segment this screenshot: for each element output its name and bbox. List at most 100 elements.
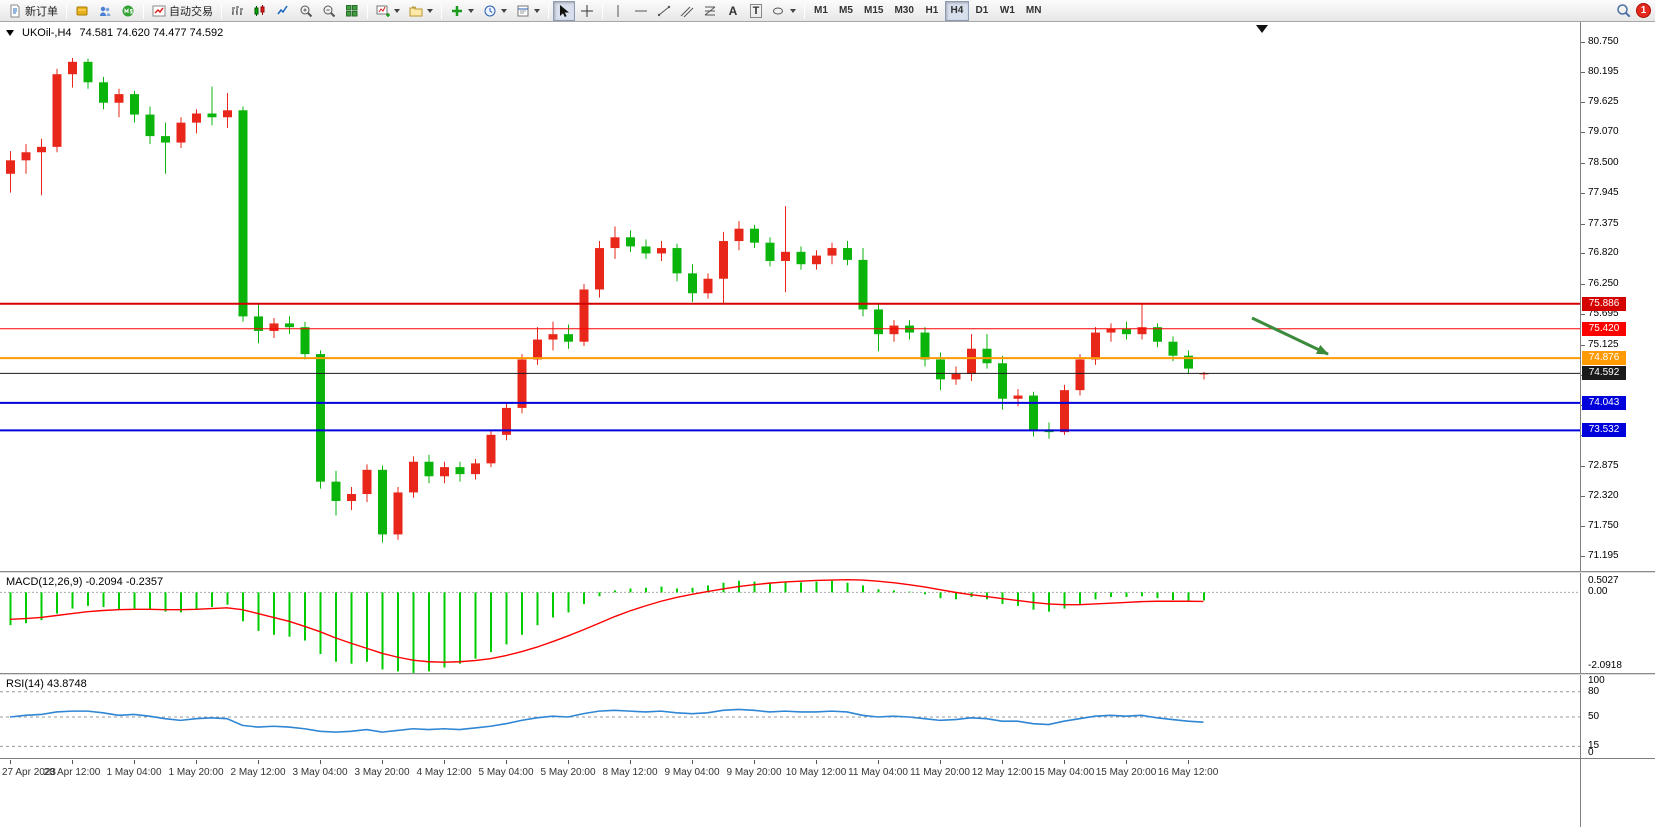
- candle-up: [21, 152, 31, 161]
- timeframe-h1-button[interactable]: H1: [925, 5, 939, 16]
- candle-down: [982, 348, 992, 364]
- price-level-badge: 74.592: [1582, 366, 1626, 381]
- trendline-tool-button[interactable]: [653, 1, 675, 21]
- search-button[interactable]: [1612, 1, 1635, 21]
- tile-windows-button[interactable]: [341, 1, 363, 21]
- rsi-scale-label: 50: [1588, 711, 1600, 722]
- candle-up: [579, 289, 589, 342]
- time-tick-mark: [630, 760, 631, 764]
- chart-plot[interactable]: UKOil-,H4 74.581 74.620 74.477 74.592 MA…: [0, 22, 1580, 827]
- candle-up: [393, 492, 403, 535]
- search-icon: [1617, 4, 1631, 18]
- fibonacci-tool-button[interactable]: [699, 1, 721, 21]
- cursor-tool-button[interactable]: [553, 0, 575, 21]
- time-label: 5 May 04:00: [478, 767, 534, 778]
- candlestick-chart-button[interactable]: [249, 1, 271, 21]
- time-tick-mark: [568, 760, 569, 764]
- time-axis[interactable]: 27 Apr 2023 28 Apr 12:00 1 May 04:00 1 May …: [0, 760, 1580, 784]
- auto-trading-button[interactable]: 自动交易: [148, 1, 217, 21]
- candle-down: [936, 359, 945, 380]
- rsi-scale-label: 100: [1588, 675, 1605, 686]
- rsi-canvas[interactable]: [0, 675, 1580, 759]
- time-label: 10 May 12:00: [785, 767, 847, 778]
- time-label: 27 Apr 2023: [2, 767, 56, 778]
- time-tick-mark: [72, 760, 73, 764]
- time-tick-mark: [1002, 760, 1003, 764]
- panel-divider[interactable]: [0, 673, 1655, 675]
- candle-down: [238, 110, 248, 317]
- time-tick-mark: [1126, 760, 1127, 764]
- candle-down: [424, 461, 434, 477]
- candle-up: [827, 248, 837, 256]
- time-label: 4 May 12:00: [416, 767, 472, 778]
- zoom-out-button[interactable]: [318, 1, 340, 21]
- candle-down: [920, 332, 930, 360]
- one-click-trading-toggle[interactable]: [6, 30, 14, 36]
- timeframe-m15-button[interactable]: M15: [864, 5, 884, 16]
- time-tick-mark: [444, 760, 445, 764]
- timeframe-m1-button[interactable]: M1: [814, 5, 828, 16]
- text-tool-button[interactable]: A: [722, 1, 744, 21]
- top-marker-triangle[interactable]: [1256, 25, 1268, 33]
- time-label: 16 May 12:00: [1157, 767, 1219, 778]
- indicators-button[interactable]: [446, 1, 478, 21]
- time-tick-mark: [816, 760, 817, 764]
- vertical-line-tool-button[interactable]: [607, 1, 629, 21]
- candle-down: [455, 467, 465, 475]
- timeframe-m5-button[interactable]: M5: [839, 5, 853, 16]
- price-tick-mark: [1581, 495, 1585, 497]
- auto-trading-label: 自动交易: [169, 5, 213, 18]
- candle-down: [765, 242, 775, 261]
- candle-up: [889, 325, 899, 335]
- templates-button[interactable]: [512, 1, 544, 21]
- candle-down: [688, 273, 697, 294]
- candle-down: [641, 246, 651, 254]
- timeframe-w1-button[interactable]: W1: [999, 5, 1015, 16]
- rsi-scale-label: 15: [1588, 740, 1600, 752]
- price-tick-mark: [1581, 344, 1585, 346]
- time-label: 15 May 04:00: [1033, 767, 1095, 778]
- price-scale[interactable]: 75.886 75.420 74.876 74.592 74.043 73.532 80.7…: [1580, 22, 1655, 827]
- price-tick-mark: [1581, 253, 1585, 255]
- macd-canvas[interactable]: [0, 573, 1580, 673]
- new-order-icon: [10, 4, 20, 17]
- candle-down: [750, 228, 759, 243]
- candle-down: [998, 363, 1007, 399]
- market-watch-button[interactable]: [71, 1, 93, 21]
- candle-up: [533, 339, 542, 360]
- trend-arrow-annotation[interactable]: [1251, 316, 1329, 356]
- candle-down: [331, 481, 341, 502]
- candle-up: [719, 241, 728, 279]
- panel-divider[interactable]: [0, 571, 1655, 573]
- shapes-tool-button[interactable]: [768, 1, 800, 21]
- crosshair-tool-button[interactable]: [576, 1, 598, 21]
- timeframe-mn-button[interactable]: MN: [1025, 5, 1042, 16]
- profiles-button[interactable]: [405, 1, 437, 21]
- timeframe-bar: M1 M5 M15 M30 H1 H4 D1 W1 MN: [809, 0, 1046, 21]
- price-level-badge: 75.420: [1582, 321, 1626, 336]
- rsi-scale-label: 0: [1588, 747, 1594, 758]
- notification-badge[interactable]: 1: [1636, 3, 1651, 18]
- zoom-in-button[interactable]: [295, 1, 317, 21]
- new-order-button[interactable]: 新订单: [4, 1, 62, 21]
- rsi-indicator-label: RSI(14) 43.8748: [6, 678, 87, 690]
- text-label-tool-button[interactable]: T: [745, 1, 767, 21]
- price-tick-label: 76.250: [1588, 278, 1619, 290]
- candle-down: [1029, 395, 1038, 430]
- candle-up: [967, 348, 976, 375]
- price-tick-label: 76.820: [1588, 247, 1619, 259]
- periods-button[interactable]: [479, 1, 511, 21]
- timeframe-d1-button[interactable]: D1: [975, 5, 989, 16]
- channel-tool-button[interactable]: [676, 1, 698, 21]
- timeframe-h4-button[interactable]: H4: [944, 0, 969, 21]
- community-button[interactable]: [94, 1, 116, 21]
- horizontal-line-tool-button[interactable]: [630, 1, 652, 21]
- line-chart-button[interactable]: [272, 1, 294, 21]
- bar-chart-button[interactable]: [226, 1, 248, 21]
- mql5-button[interactable]: [117, 1, 139, 21]
- new-chart-button[interactable]: [372, 1, 404, 21]
- rsi-scale-label: 80: [1588, 685, 1600, 697]
- price-chart-canvas[interactable]: [0, 22, 1580, 571]
- timeframe-m30-button[interactable]: M30: [894, 5, 914, 16]
- candle-down: [564, 334, 573, 342]
